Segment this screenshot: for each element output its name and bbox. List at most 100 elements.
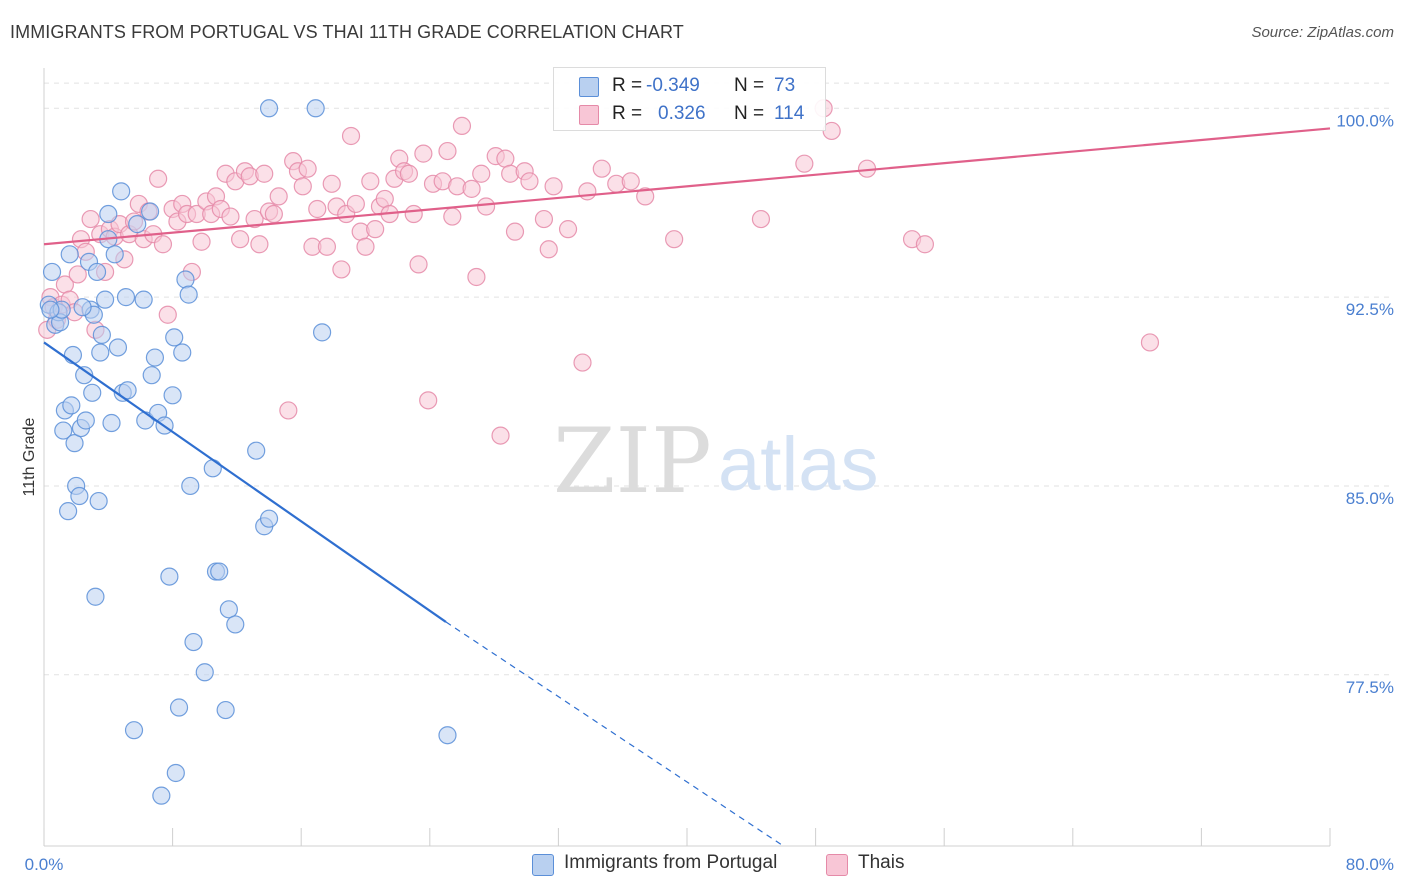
thai-point — [231, 230, 250, 249]
thai-point — [322, 174, 341, 193]
thai-point — [245, 209, 264, 229]
thai-point — [399, 164, 419, 183]
portugal-point — [259, 509, 279, 528]
thai-point — [915, 235, 935, 254]
y-tick-label: 85.0% — [1346, 489, 1394, 508]
r-value-portugal: -0.349 — [646, 75, 700, 96]
portugal-point — [108, 338, 128, 357]
portugal-point — [306, 99, 325, 118]
portugal-point — [87, 262, 107, 282]
legend-label-thai: Thais — [858, 852, 905, 873]
portugal-point — [62, 396, 81, 415]
x-tick-label-min: 0.0% — [25, 855, 64, 874]
thai-point — [158, 305, 177, 324]
thai-point — [539, 240, 558, 259]
thai-point — [404, 204, 423, 224]
portugal-point — [116, 288, 136, 307]
portugal-point — [59, 502, 78, 521]
thai-point — [293, 177, 312, 196]
thai-point — [505, 222, 525, 241]
portugal-point — [176, 270, 195, 289]
thai-point — [558, 220, 578, 239]
stats-legend: R = -0.349 N = 73 R = 0.326 N = 114 — [553, 67, 826, 131]
thai-point — [476, 197, 496, 216]
portugal-point — [83, 383, 102, 402]
source-label: Source: ZipAtlas.com — [1251, 24, 1394, 41]
thai-point — [520, 172, 539, 191]
thai-points — [38, 99, 1160, 445]
n-label: N = — [734, 75, 765, 96]
portugal-point — [60, 245, 79, 264]
portugal-point — [92, 325, 111, 344]
portugal-point — [128, 215, 147, 234]
portugal-point — [166, 763, 185, 783]
chart-title: IMMIGRANTS FROM PORTUGAL VS THAI 11TH GR… — [10, 22, 684, 42]
thai-point — [419, 391, 438, 410]
thai-point — [795, 154, 814, 173]
portugal-point — [73, 298, 92, 317]
thai-point — [665, 230, 684, 249]
portugal-point — [118, 381, 137, 400]
thai-point — [496, 149, 515, 168]
thai-point — [472, 164, 491, 183]
thai-point — [153, 235, 173, 254]
portugal-point — [179, 285, 198, 304]
portugal-point — [169, 698, 189, 717]
n-label: N = — [734, 103, 765, 124]
portugal-point — [184, 632, 203, 652]
y-tick-label: 92.5% — [1346, 300, 1394, 319]
x-tick-label-max: 80.0% — [1346, 855, 1394, 874]
watermark-atlas: atlas — [718, 422, 879, 507]
thai-point — [438, 141, 457, 161]
thai-point — [409, 255, 428, 274]
portugal-point — [41, 300, 60, 319]
thai-point — [1140, 333, 1160, 352]
thai-point — [361, 172, 380, 191]
portugal-point — [226, 615, 245, 634]
thai-point — [298, 159, 317, 178]
r-value-thai: 0.326 — [658, 103, 706, 124]
series-legend: Immigrants from Portugal Thais — [0, 852, 1406, 878]
r-label: R = — [612, 75, 643, 96]
r-label: R = — [612, 103, 643, 124]
thai-point — [308, 199, 327, 219]
thai-point — [192, 232, 211, 251]
y-axis-label: 11th Grade — [21, 417, 38, 496]
portugal-point — [91, 343, 110, 362]
portugal-point — [70, 486, 89, 506]
stats-row-portugal: R = -0.349 N = 73 — [554, 73, 825, 101]
portugal-point — [163, 386, 182, 405]
thai-legend-icon — [826, 854, 848, 876]
portugal-point — [54, 421, 73, 440]
stats-row-thai: R = 0.326 N = 114 — [554, 101, 825, 129]
portugal-point — [76, 411, 95, 430]
portugal-trend-extension — [445, 621, 784, 847]
portugal-point — [438, 726, 457, 745]
thai-point — [452, 116, 472, 136]
thai-point — [573, 353, 592, 372]
thai-trend-line — [43, 127, 1331, 246]
thai-point — [269, 187, 288, 206]
portugal-point — [42, 262, 62, 282]
thai-point — [279, 401, 298, 420]
portugal-point — [140, 202, 160, 221]
portugal-point — [134, 290, 153, 309]
y-tick-label: 77.5% — [1346, 678, 1394, 697]
portugal-point — [95, 290, 115, 309]
portugal-point — [165, 328, 184, 347]
thai-point — [462, 179, 481, 198]
portugal-point — [219, 600, 238, 619]
thai-point — [317, 237, 337, 256]
thai-point — [621, 172, 640, 191]
x-ticks — [43, 828, 1331, 846]
thai-point — [332, 260, 351, 279]
portugal-point — [63, 345, 83, 365]
thai-point — [149, 169, 168, 188]
watermark-zip: ZIP — [553, 409, 712, 514]
portugal-point — [203, 459, 222, 478]
portugal-point — [152, 786, 171, 805]
portugal-point — [210, 562, 229, 581]
portugal-point — [102, 413, 121, 433]
thai-point — [264, 204, 283, 224]
